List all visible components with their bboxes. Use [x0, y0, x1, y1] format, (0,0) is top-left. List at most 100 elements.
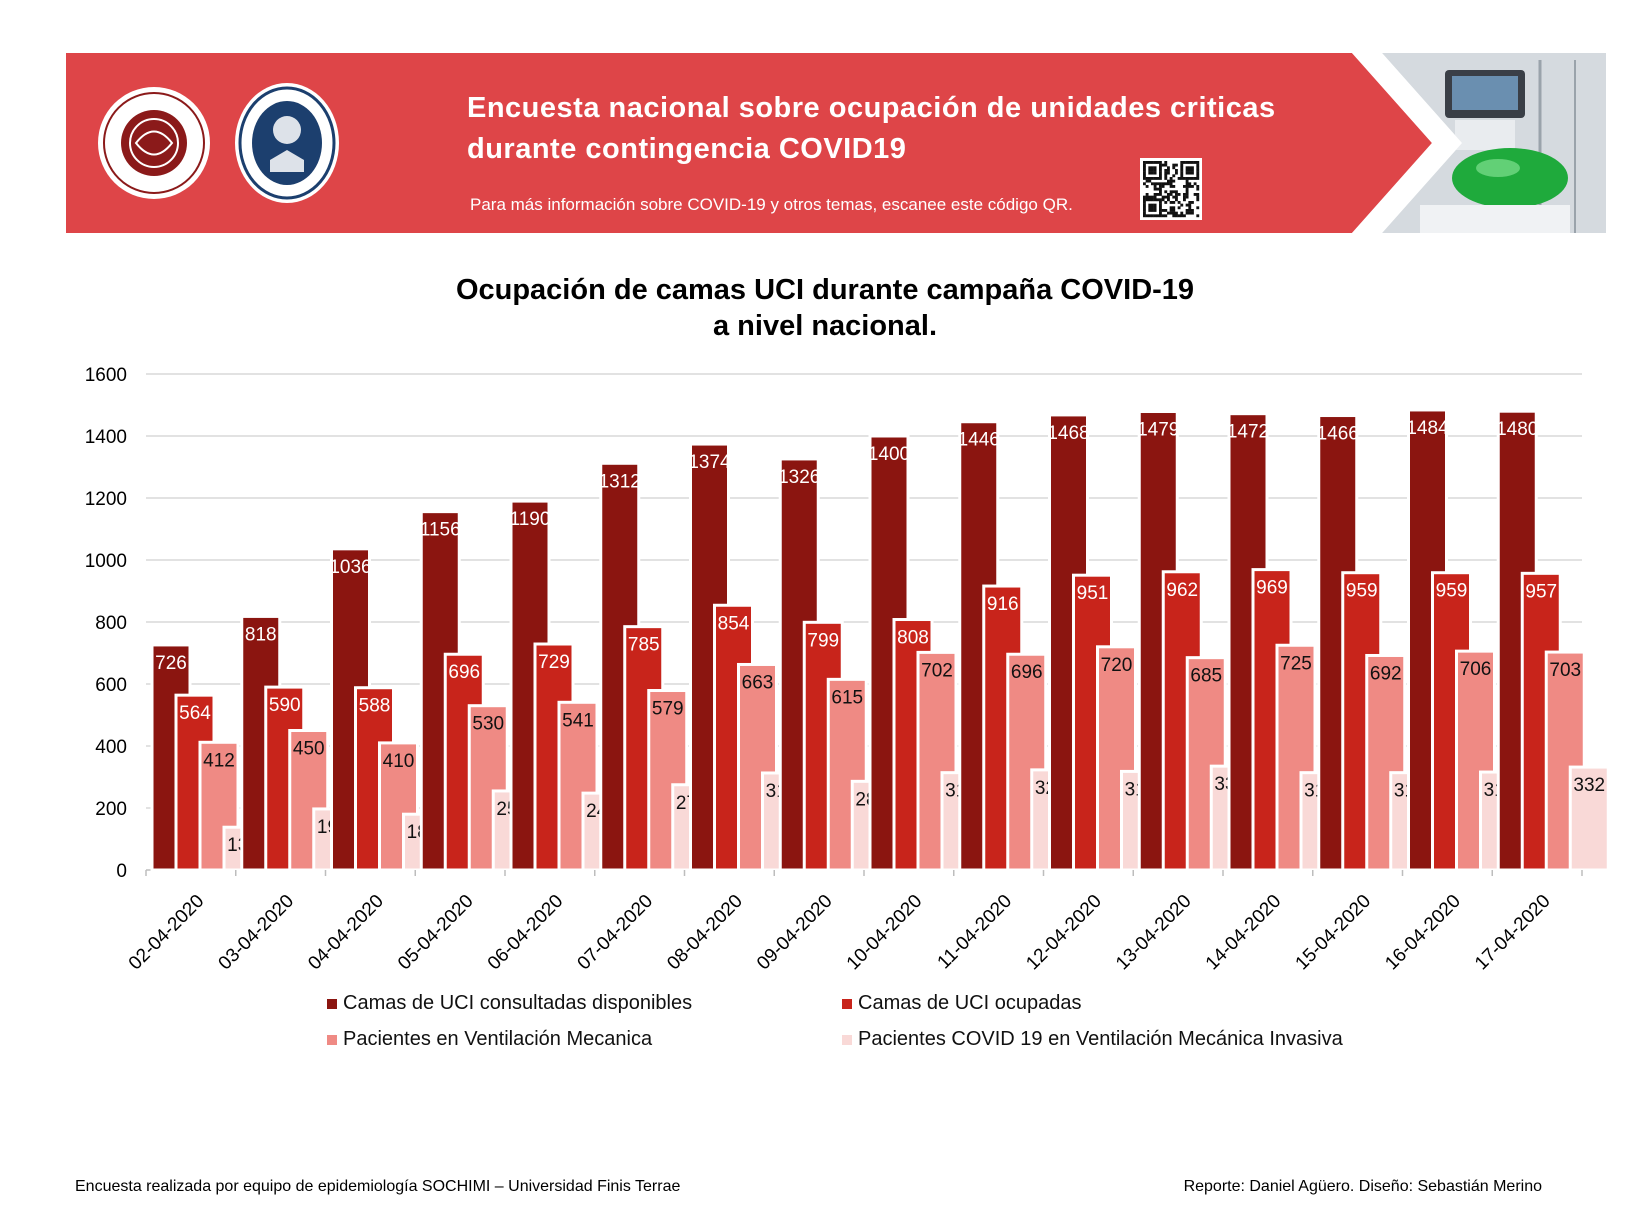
- data-label: 450: [293, 739, 325, 760]
- footer-credits-left: Encuesta realizada por equipo de epidemi…: [75, 1178, 681, 1195]
- data-label: 951: [1077, 583, 1109, 604]
- legend-label: Pacientes COVID 19 en Ventilación Mecáni…: [858, 1028, 1343, 1050]
- x-tick-label: 17-04-2020: [1471, 891, 1555, 975]
- legend-label: Pacientes en Ventilación Mecanica: [343, 1028, 653, 1050]
- y-tick-label: 0: [116, 861, 127, 882]
- data-label: 410: [383, 751, 415, 772]
- y-tick-label: 1200: [85, 489, 127, 510]
- bar: [557, 700, 599, 872]
- chart-title-line-1: Ocupación de camas UCI durante campaña C…: [455, 274, 1195, 306]
- data-label: 579: [652, 699, 684, 720]
- chart-title-line-2: a nivel nacional.: [712, 310, 938, 342]
- y-tick-label: 1600: [85, 365, 127, 386]
- x-tick-label: 12-04-2020: [1022, 891, 1106, 975]
- data-label: 692: [1370, 663, 1402, 684]
- bar: [1455, 649, 1496, 872]
- y-tick-label: 600: [95, 675, 127, 696]
- x-tick-label: 07-04-2020: [574, 891, 658, 975]
- data-label: 530: [472, 714, 504, 735]
- legend-label: Camas de UCI consultadas disponibles: [343, 992, 693, 1014]
- banner-subtitle: Para más información sobre COVID-19 y ot…: [470, 195, 1073, 214]
- legend-label: Camas de UCI ocupadas: [858, 992, 1082, 1014]
- y-tick-label: 1400: [85, 427, 127, 448]
- data-label: 1484: [1406, 418, 1449, 439]
- bar: [533, 642, 575, 872]
- x-tick-label: 11-04-2020: [934, 891, 1017, 974]
- legend-item-camas-disponibles: Camas de UCI consultadas disponibles: [327, 992, 692, 1015]
- bar: [1568, 765, 1610, 872]
- data-label: 1374: [688, 452, 731, 473]
- data-label: 588: [359, 696, 391, 717]
- data-label: 726: [155, 653, 187, 674]
- data-label: 1326: [778, 467, 820, 488]
- x-tick-label: 08-04-2020: [663, 891, 747, 975]
- qr-code-icon[interactable]: [1140, 158, 1202, 220]
- data-label: 1156: [420, 520, 461, 541]
- bar: [354, 686, 395, 872]
- data-label: 720: [1101, 655, 1133, 676]
- x-tick-label: 05-04-2020: [394, 891, 478, 975]
- data-label: 818: [245, 624, 277, 645]
- data-label: 696: [448, 662, 480, 683]
- y-tick-label: 400: [95, 737, 127, 758]
- data-label: 854: [718, 613, 750, 634]
- data-label: 696: [1011, 662, 1043, 683]
- data-label: 1400: [868, 444, 910, 465]
- data-label: 969: [1256, 578, 1288, 599]
- data-label: 1446: [958, 430, 1000, 451]
- x-tick-label: 14-04-2020: [1202, 891, 1286, 975]
- data-label: 702: [921, 660, 953, 681]
- x-tick-label: 06-04-2020: [484, 891, 568, 975]
- y-tick-label: 800: [95, 613, 127, 634]
- legend-item-covid-vmi: Pacientes COVID 19 en Ventilación Mecáni…: [842, 1028, 1343, 1051]
- banner-title-line-1: Encuesta nacional sobre ocupación de uni…: [467, 92, 1276, 124]
- bar: [802, 620, 844, 872]
- legend-swatch: [327, 1034, 337, 1045]
- data-label: 729: [538, 652, 570, 673]
- chart-title: Ocupación de camas UCI durante campaña C…: [0, 272, 1650, 344]
- data-label: 1036: [329, 557, 371, 578]
- data-label: 962: [1166, 580, 1198, 601]
- x-tick-label: 03-04-2020: [215, 891, 299, 975]
- legend-swatch: [327, 998, 337, 1009]
- sochimi-logo: [98, 87, 210, 199]
- x-tick-label: 16-04-2020: [1381, 891, 1465, 975]
- bar-chart: 0 200 400 600 800 1000 1200 1400 1600 726 564 412 13…: [85, 365, 1610, 975]
- data-label: 412: [203, 750, 235, 771]
- y-tick-label: 200: [95, 799, 127, 820]
- data-label: 959: [1436, 581, 1468, 602]
- data-label: 1480: [1496, 419, 1538, 440]
- legend-item-camas-ocupadas: Camas de UCI ocupadas: [842, 992, 1081, 1015]
- banner-title-line-2: durante contingencia COVID19: [467, 133, 907, 165]
- data-label: 957: [1525, 581, 1557, 602]
- data-label: 1479: [1137, 420, 1179, 441]
- x-tick-label: 09-04-2020: [753, 891, 837, 975]
- data-label: 799: [807, 630, 839, 651]
- data-label: 541: [562, 710, 594, 731]
- data-label: 916: [987, 594, 1019, 615]
- data-label: 1468: [1047, 423, 1089, 444]
- banner-background: [66, 53, 1432, 233]
- banner-title: Encuesta nacional sobre ocupación de uni…: [467, 88, 1337, 170]
- data-label: 1472: [1227, 422, 1269, 443]
- data-label: 959: [1346, 581, 1378, 602]
- footer-credits-right: Reporte: Daniel Agüero. Diseño: Sebastiá…: [1183, 1178, 1542, 1195]
- x-tick-label: 04-04-2020: [304, 891, 388, 975]
- data-label: 725: [1280, 653, 1312, 674]
- y-tick-label: 1000: [85, 551, 127, 572]
- data-label: 1312: [599, 471, 641, 492]
- data-label: 590: [269, 695, 301, 716]
- data-label: 808: [897, 628, 929, 649]
- data-label: 706: [1460, 659, 1492, 680]
- data-label: 564: [179, 703, 211, 724]
- x-tick-label: 15-04-2020: [1292, 891, 1376, 975]
- data-label: 663: [742, 672, 774, 693]
- x-tick-label: 13-04-2020: [1112, 891, 1196, 975]
- x-tick-label: 10-04-2020: [843, 891, 927, 975]
- legend-swatch: [842, 998, 852, 1009]
- data-label: 785: [628, 635, 660, 656]
- header-banner: [66, 53, 1606, 233]
- banner-photo: [1382, 53, 1606, 233]
- data-label: 332: [1573, 775, 1605, 796]
- data-label: 703: [1549, 660, 1581, 681]
